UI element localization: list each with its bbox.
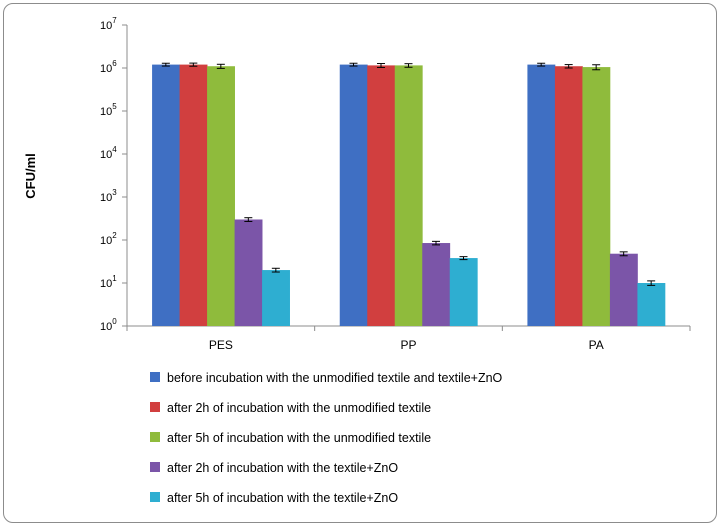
- error-bar: [349, 62, 358, 67]
- legend-label: after 5h of incubation with the unmodifi…: [167, 431, 431, 445]
- bar: PES — after 5h of incubation with the un…: [207, 66, 235, 326]
- bar: PA — after 2h of incubation with the tex…: [609, 253, 638, 326]
- error-bar: [377, 63, 385, 68]
- legend-label: before incubation with the unmodified te…: [167, 371, 503, 385]
- y-tick-label: 103: [100, 188, 117, 204]
- legend-label: after 2h of incubation with the unmodifi…: [167, 401, 431, 415]
- bar: PES — before incubation with the unmodif…: [152, 64, 180, 326]
- legend-swatch: [150, 462, 160, 472]
- bar: PP — after 2h of incubation with the tex…: [422, 243, 451, 326]
- bars: PES — before incubation with the unmodif…: [152, 64, 666, 327]
- y-tick-label: 104: [100, 145, 117, 161]
- bar: PES — after 2h of incubation with the te…: [234, 219, 263, 326]
- y-tick-label: 107: [100, 16, 117, 32]
- bar: PP — after 5h of incubation with the unm…: [394, 65, 423, 327]
- x-category-label: PA: [589, 338, 604, 352]
- x-category-label: PP: [400, 338, 416, 352]
- legend-swatch: [150, 492, 160, 502]
- y-tick-label: 106: [100, 59, 117, 75]
- error-bar: [592, 64, 601, 71]
- error-bar: [244, 217, 253, 222]
- error-bar: [216, 63, 225, 69]
- y-tick-label: 100: [100, 317, 117, 333]
- legend-swatch: [150, 372, 160, 382]
- bar: PES — after 5h of incubation with the te…: [262, 270, 290, 326]
- error-bar: [271, 267, 280, 273]
- y-tick-label: 102: [100, 231, 117, 247]
- bar: PES — after 2h of incubation with the un…: [179, 64, 208, 326]
- bar: PP — before incubation with the unmodifi…: [339, 64, 368, 326]
- y-tick-label: 101: [100, 274, 117, 290]
- error-bar: [564, 64, 573, 69]
- y-axis-ticks: 100 101 102 103 104 105 106 107: [100, 16, 127, 333]
- plot-area: 100 101 102 103 104 105 106 107 PES PP PA PES — b…: [100, 16, 691, 352]
- error-bar: [647, 280, 656, 286]
- legend-item: after 2h of incubation with the textile+…: [150, 461, 398, 475]
- error-bar: [189, 62, 198, 67]
- bar: PP — after 2h of incubation with the unm…: [367, 65, 396, 327]
- bar: PA — after 2h of incubation with the unm…: [554, 66, 583, 326]
- error-bars: [161, 62, 656, 286]
- x-category-label: PES: [209, 338, 233, 352]
- legend-swatch: [150, 402, 160, 412]
- error-bar: [537, 62, 546, 67]
- bar: PA — after 5h of incubation with the unm…: [582, 67, 611, 326]
- bar: PA — before incubation with the unmodifi…: [527, 64, 556, 326]
- y-axis-title: CFU/ml: [23, 153, 38, 199]
- error-bar: [619, 251, 628, 257]
- x-axis-ticks: PES PP PA: [126, 326, 691, 352]
- legend: before incubation with the unmodified te…: [150, 371, 503, 505]
- legend-item: before incubation with the unmodified te…: [150, 371, 503, 385]
- legend-label: after 5h of incubation with the textile+…: [167, 491, 398, 505]
- bar: PP — after 5h of incubation with the tex…: [449, 258, 478, 326]
- bar: PA — after 5h of incubation with the tex…: [637, 283, 666, 326]
- error-bar: [432, 240, 440, 246]
- error-bar: [161, 62, 170, 67]
- legend-item: after 5h of incubation with the unmodifi…: [150, 431, 431, 445]
- error-bar: [459, 256, 468, 261]
- legend-item: after 5h of incubation with the textile+…: [150, 491, 398, 505]
- error-bar: [404, 63, 413, 68]
- legend-label: after 2h of incubation with the textile+…: [167, 461, 398, 475]
- legend-item: after 2h of incubation with the unmodifi…: [150, 401, 431, 415]
- y-tick-label: 105: [100, 102, 117, 118]
- legend-swatch: [150, 432, 160, 442]
